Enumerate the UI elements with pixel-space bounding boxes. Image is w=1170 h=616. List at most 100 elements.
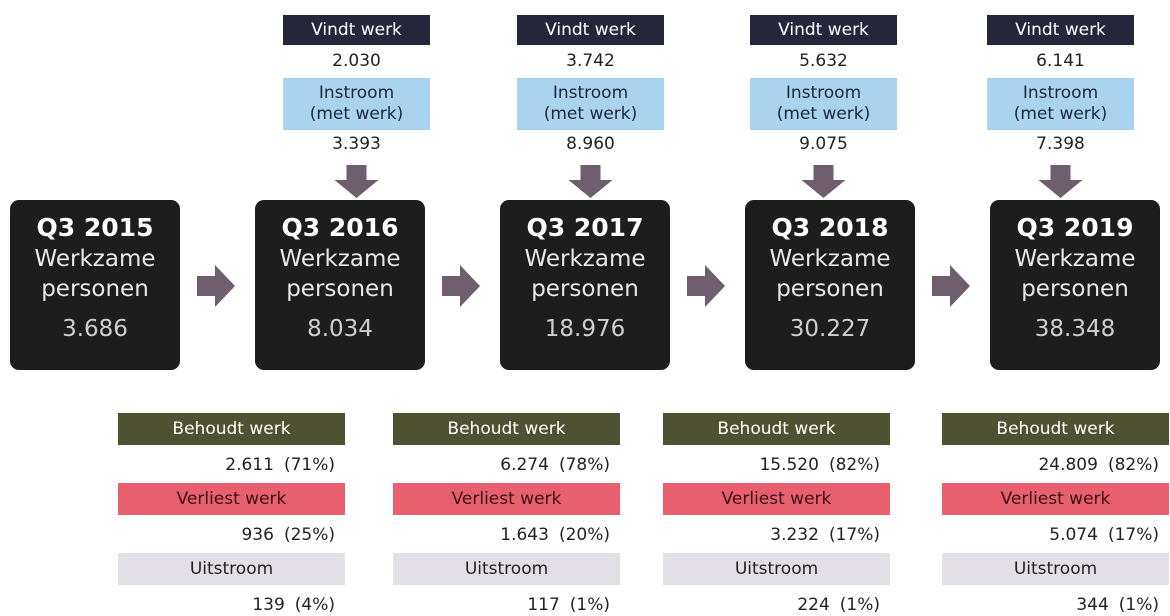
text: (25%) bbox=[283, 525, 335, 545]
period-value: 18.976 bbox=[544, 316, 626, 342]
text: Instroom bbox=[318, 83, 395, 103]
text: Instroom bbox=[552, 83, 629, 103]
period-line: Werkzame bbox=[524, 246, 646, 272]
uitstroom-value: 139 (4%) bbox=[118, 595, 335, 615]
behoudt-label: Behoudt werk bbox=[118, 413, 345, 445]
uitstroom-value: 224 (1%) bbox=[663, 595, 880, 615]
period-title: Q3 2016 bbox=[281, 213, 399, 242]
instroom-value: 8.960 bbox=[566, 134, 615, 154]
period-value: 30.227 bbox=[789, 316, 871, 342]
verliest-label: Verliest werk bbox=[663, 483, 890, 515]
period-title: Q3 2019 bbox=[1016, 213, 1134, 242]
uitstroom-label: Uitstroom bbox=[118, 553, 345, 585]
period-value: 38.348 bbox=[1034, 316, 1116, 342]
instroom-value: 7.398 bbox=[1036, 134, 1085, 154]
text: (20%) bbox=[558, 525, 610, 545]
text: 2.611 bbox=[225, 455, 274, 475]
period-line: Werkzame bbox=[769, 246, 891, 272]
period-line: personen bbox=[776, 276, 884, 302]
behoudt-value: 6.274 (78%) bbox=[393, 455, 610, 475]
period-line: personen bbox=[1021, 276, 1129, 302]
text: (1%) bbox=[839, 595, 880, 615]
vindt-value: 5.632 bbox=[799, 51, 848, 71]
down-arrow bbox=[568, 165, 613, 198]
period-line: Werkzame bbox=[34, 246, 156, 272]
text: 936 bbox=[241, 525, 274, 545]
verliest-label: Verliest werk bbox=[118, 483, 345, 515]
vindt-label: Vindt werk bbox=[517, 15, 664, 45]
verliest-value: 5.074 (17%) bbox=[942, 525, 1159, 545]
verliest-value: 1.643 (20%) bbox=[393, 525, 610, 545]
vindt-value: 3.742 bbox=[566, 51, 615, 71]
period-box: Q3 2017 Werkzame personen 18.976 bbox=[500, 200, 670, 370]
text: Instroom bbox=[1022, 83, 1099, 103]
uitstroom-label: Uitstroom bbox=[942, 553, 1169, 585]
text: (4%) bbox=[294, 595, 335, 615]
text: (82%) bbox=[828, 455, 880, 475]
down-arrow bbox=[801, 165, 846, 198]
text: (met werk) bbox=[309, 104, 404, 124]
uitstroom-label: Uitstroom bbox=[393, 553, 620, 585]
verliest-value: 3.232 (17%) bbox=[663, 525, 880, 545]
text: (82%) bbox=[1107, 455, 1159, 475]
period-line: personen bbox=[531, 276, 639, 302]
instroom-label: Instroom (met werk) bbox=[750, 78, 897, 130]
down-arrow bbox=[1038, 165, 1083, 198]
text: 139 bbox=[252, 595, 285, 615]
text: 24.809 bbox=[1038, 455, 1098, 475]
period-box: Q3 2019 Werkzame personen 38.348 bbox=[990, 200, 1160, 370]
verliest-label: Verliest werk bbox=[942, 483, 1169, 515]
vindt-value: 2.030 bbox=[332, 51, 381, 71]
uitstroom-value: 344 (1%) bbox=[942, 595, 1159, 615]
text: 117 bbox=[527, 595, 560, 615]
behoudt-label: Behoudt werk bbox=[942, 413, 1169, 445]
period-title: Q3 2017 bbox=[526, 213, 644, 242]
text: 6.274 bbox=[500, 455, 549, 475]
text: 1.643 bbox=[500, 525, 549, 545]
vindt-value: 6.141 bbox=[1036, 51, 1085, 71]
period-value: 8.034 bbox=[307, 316, 373, 342]
period-box: Q3 2015 Werkzame personen 3.686 bbox=[10, 200, 180, 370]
text: (17%) bbox=[828, 525, 880, 545]
text: 5.074 bbox=[1049, 525, 1098, 545]
text: (met werk) bbox=[1013, 104, 1108, 124]
period-box: Q3 2016 Werkzame personen 8.034 bbox=[255, 200, 425, 370]
instroom-label: Instroom (met werk) bbox=[987, 78, 1134, 130]
text: 15.520 bbox=[759, 455, 819, 475]
behoudt-label: Behoudt werk bbox=[393, 413, 620, 445]
right-arrow bbox=[687, 265, 725, 307]
period-box: Q3 2018 Werkzame personen 30.227 bbox=[745, 200, 915, 370]
vindt-label: Vindt werk bbox=[750, 15, 897, 45]
instroom-label: Instroom (met werk) bbox=[283, 78, 430, 130]
text: 3.232 bbox=[770, 525, 819, 545]
period-title: Q3 2015 bbox=[36, 213, 154, 242]
vindt-label: Vindt werk bbox=[987, 15, 1134, 45]
text: (78%) bbox=[558, 455, 610, 475]
text: (1%) bbox=[1118, 595, 1159, 615]
behoudt-value: 24.809 (82%) bbox=[942, 455, 1159, 475]
text: 344 bbox=[1076, 595, 1109, 615]
text: (met werk) bbox=[776, 104, 871, 124]
text: (17%) bbox=[1107, 525, 1159, 545]
text: 224 bbox=[797, 595, 830, 615]
text: (met werk) bbox=[543, 104, 638, 124]
instroom-value: 9.075 bbox=[799, 134, 848, 154]
behoudt-label: Behoudt werk bbox=[663, 413, 890, 445]
vindt-label: Vindt werk bbox=[283, 15, 430, 45]
period-value: 3.686 bbox=[62, 316, 128, 342]
uitstroom-value: 117 (1%) bbox=[393, 595, 610, 615]
text: (71%) bbox=[283, 455, 335, 475]
down-arrow bbox=[334, 165, 379, 198]
period-line: personen bbox=[41, 276, 149, 302]
instroom-value: 3.393 bbox=[332, 134, 381, 154]
period-line: personen bbox=[286, 276, 394, 302]
right-arrow bbox=[932, 265, 970, 307]
behoudt-value: 2.611 (71%) bbox=[118, 455, 335, 475]
verliest-value: 936 (25%) bbox=[118, 525, 335, 545]
text: (1%) bbox=[569, 595, 610, 615]
right-arrow bbox=[197, 265, 235, 307]
period-line: Werkzame bbox=[279, 246, 401, 272]
verliest-label: Verliest werk bbox=[393, 483, 620, 515]
text: Instroom bbox=[785, 83, 862, 103]
